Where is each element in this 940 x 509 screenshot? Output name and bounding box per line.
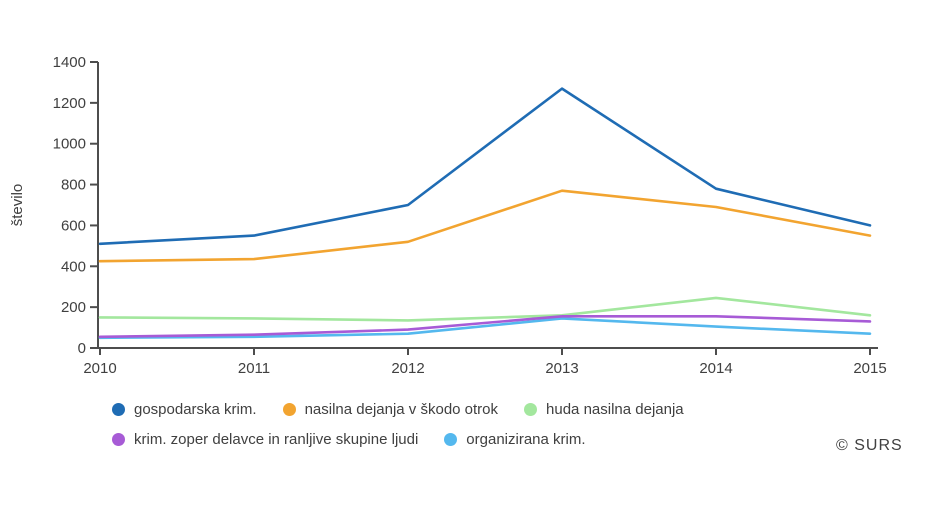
x-tick-label: 2012 [391, 360, 424, 377]
y-tick-label: 1200 [53, 95, 86, 112]
legend-row: krim. zoper delavce in ranljive skupine … [112, 431, 710, 448]
legend-label: nasilna dejanja v škodo otrok [304, 401, 499, 418]
y-tick-label: 200 [61, 299, 86, 316]
legend-dot-icon [112, 403, 125, 416]
legend-dot-icon [524, 403, 538, 416]
legend-label: gospodarska krim. [134, 401, 257, 418]
legend: gospodarska krim. nasilna dejanja v škodo… [112, 401, 710, 461]
y-tick-label: 1000 [53, 136, 86, 153]
legend-item-5: organizirana krim. [444, 431, 586, 448]
x-tick-label: 2013 [545, 360, 578, 377]
y-tick-label: 1400 [53, 54, 86, 71]
legend-dot-icon [444, 433, 458, 446]
series-line-3 [98, 296, 872, 322]
legend-label: organizirana krim. [466, 431, 586, 448]
y-tick-label: 400 [61, 258, 86, 275]
series-line-1 [98, 87, 872, 246]
legend-row: gospodarska krim. nasilna dejanja v škodo… [112, 401, 710, 418]
legend-dot-icon [112, 433, 125, 446]
y-tick-label: 600 [61, 217, 86, 234]
x-tick-label: 2010 [83, 360, 116, 377]
copyright-label: © SURS [836, 437, 903, 454]
series-line-5 [98, 317, 872, 340]
series-line-4 [98, 314, 872, 339]
legend-label: krim. zoper delavce in ranljive skupine … [134, 431, 419, 448]
x-tick-label: 2014 [699, 360, 732, 377]
legend-item-4: krim. zoper delavce in ranljive skupine … [112, 431, 418, 448]
y-tick-label: 0 [78, 340, 86, 357]
plot-area: 0 200 400 600 800 1000 1200 1400 2010 2011 2012 201… [9, 54, 887, 377]
x-tick-label: 2011 [238, 360, 270, 377]
legend-item-3: huda nasilna dejanja [524, 401, 684, 418]
x-tick-label: 2015 [853, 360, 886, 377]
legend-label: huda nasilna dejanja [546, 401, 684, 418]
series-line-2 [98, 189, 872, 263]
legend-dot-icon [282, 403, 296, 416]
legend-item-2: nasilna dejanja v škodo otrok [282, 401, 499, 418]
legend-item-1: gospodarska krim. [112, 401, 257, 418]
y-tick-label: 800 [61, 177, 86, 194]
y-axis-title: število [9, 184, 26, 227]
